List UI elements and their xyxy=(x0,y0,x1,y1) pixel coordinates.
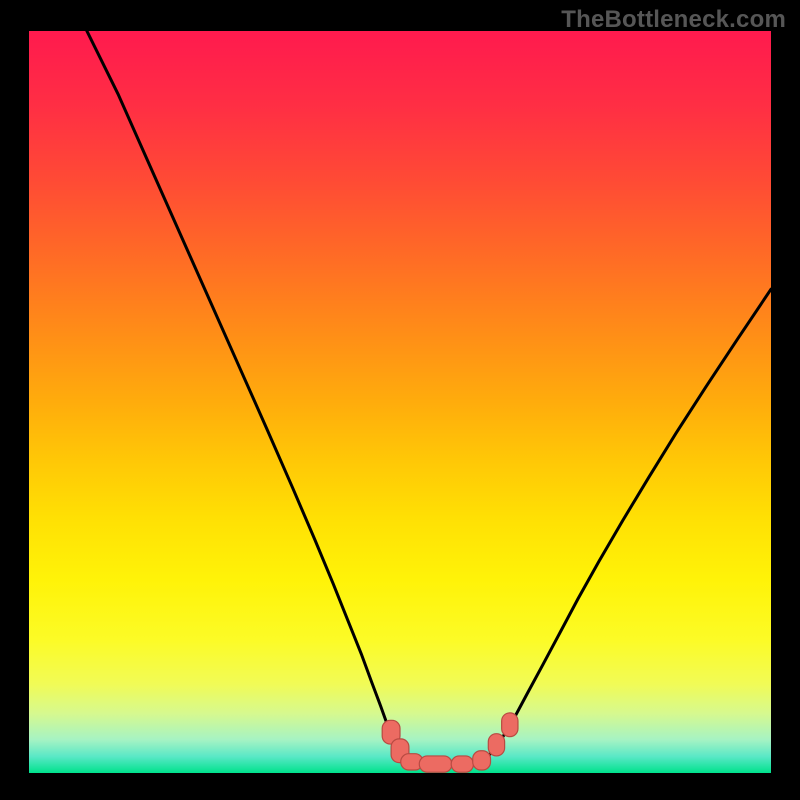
bottleneck-curve xyxy=(29,31,771,773)
curve-left-branch xyxy=(87,31,402,755)
curve-marker xyxy=(451,756,473,772)
watermark-text: TheBottleneck.com xyxy=(561,6,786,34)
curve-markers xyxy=(382,713,518,772)
curve-marker xyxy=(473,751,491,770)
curve-marker xyxy=(419,756,452,772)
plot-area xyxy=(29,31,771,773)
curve-marker xyxy=(502,713,518,737)
curve-marker xyxy=(488,734,504,756)
curve-right-branch xyxy=(489,289,771,755)
